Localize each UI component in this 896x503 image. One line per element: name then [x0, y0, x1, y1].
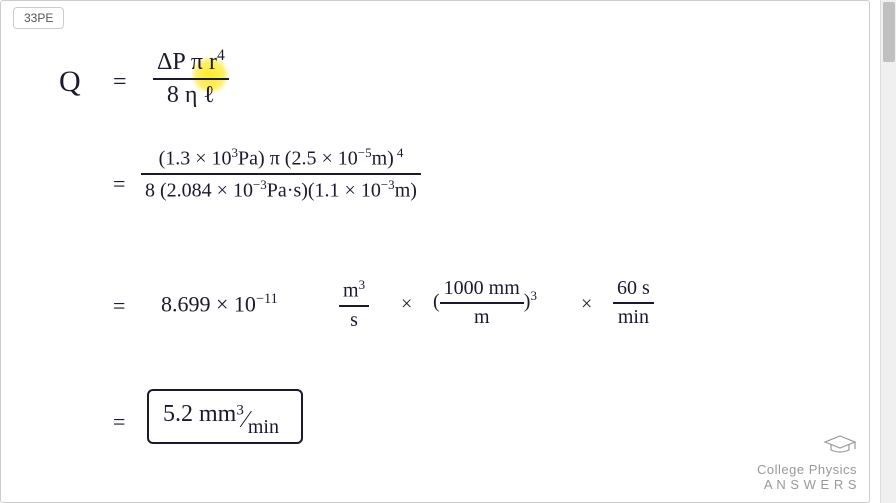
mortarboard-icon: [823, 434, 857, 461]
eq4-val: 5.2 mm: [163, 401, 236, 427]
eq3-equals: =: [113, 293, 125, 319]
eq2-den-a-exp: −3: [253, 177, 267, 192]
eq2-num-a: (1.3 × 10: [159, 148, 232, 170]
eq4-unit: min: [248, 416, 279, 438]
logo-line1: College Physics: [757, 463, 857, 477]
eq2-frac: (1.3 × 103Pa) π (2.5 × 10−5m)4 8 (2.084 …: [141, 145, 421, 202]
whiteboard-container: 33PE Q = ΔP π r4 8 η ℓ = (1.3 × 103Pa) π…: [0, 0, 870, 503]
eq3-conv1-exp: 3: [530, 288, 537, 303]
logo-line2: A N S W E R S: [757, 478, 857, 492]
eq1-num-exp: 4: [217, 47, 225, 64]
eq3-val-exp: −11: [256, 291, 278, 307]
problem-badge: 33PE: [13, 7, 64, 29]
eq1-num: ΔP π r: [157, 49, 217, 75]
eq2-num-b-exp: −5: [358, 145, 372, 160]
eq3-val-text: 8.699 × 10: [161, 291, 256, 316]
eq3-conv2: 60 s min: [613, 277, 654, 329]
eq2-num-c: m): [372, 148, 394, 170]
eq2-num-b: Pa) π (2.5 × 10: [238, 148, 358, 170]
eq3-unit-num-exp: 3: [359, 277, 366, 292]
eq3-conv2-den: min: [613, 304, 654, 329]
logo: College Physics A N S W E R S: [757, 434, 857, 492]
answer-box-wrap: 5.2 mm3⁄min: [147, 389, 303, 444]
eq2-num-c-exp: 4: [397, 145, 404, 160]
eq2-den-b: Pa·s)(1.1 × 10: [267, 179, 381, 201]
eq2-den-c: m): [395, 179, 417, 201]
eq2-equals: =: [113, 171, 125, 197]
eq3-unit: m3 s: [339, 277, 369, 332]
eq4-exp: 3: [236, 403, 244, 419]
eq2-den-a: 8 (2.084 × 10: [145, 179, 253, 201]
eq3-val: 8.699 × 10−11: [161, 291, 278, 317]
eq1-frac: ΔP π r4 8 η ℓ: [153, 47, 229, 109]
eq4-equals: =: [113, 409, 125, 435]
scrollbar[interactable]: [880, 0, 896, 503]
eq3-times2: ×: [581, 293, 592, 316]
eq3-unit-num: m: [343, 280, 359, 302]
badge-label: 33PE: [24, 11, 53, 25]
eq3-times1: ×: [401, 293, 412, 316]
eq3-conv1-den: m: [440, 304, 524, 329]
scrollbar-thumb[interactable]: [883, 2, 895, 62]
eq1-den: 8 η ℓ: [153, 80, 229, 109]
eq3-conv1-num: 1000 mm: [440, 277, 524, 304]
answer-box: 5.2 mm3⁄min: [147, 389, 303, 444]
eq3-conv1: ( 1000 mm m )3: [433, 277, 537, 329]
eq3-conv2-num: 60 s: [613, 277, 654, 304]
handwriting-area: Q = ΔP π r4 8 η ℓ = (1.3 × 103Pa) π (2.5…: [1, 31, 871, 501]
eq3-unit-den: s: [339, 307, 369, 332]
eq1-equals: =: [113, 69, 127, 96]
eq1-lhs: Q: [59, 65, 81, 99]
eq2-den-b-exp: −3: [381, 177, 395, 192]
